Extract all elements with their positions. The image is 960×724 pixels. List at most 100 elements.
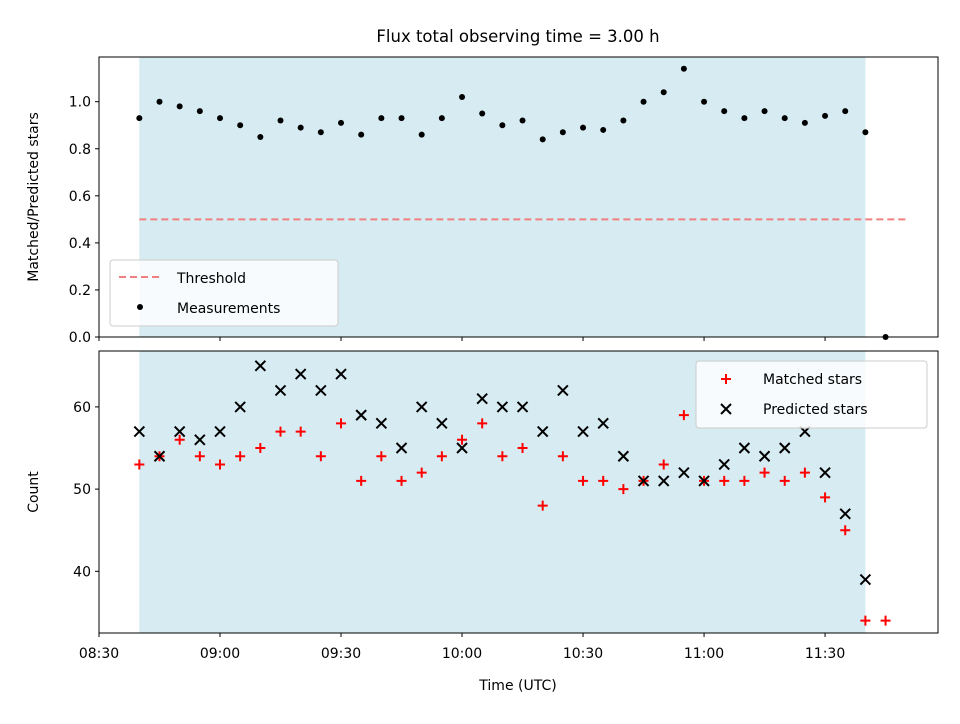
measurement-point — [842, 108, 849, 115]
matched-star-point — [759, 467, 770, 478]
predicted-star-point — [294, 368, 307, 380]
x-tick-label: 11:30 — [805, 646, 845, 662]
y-tick-label: 0.8 — [69, 142, 91, 158]
measurement-point — [701, 98, 708, 105]
predicted-star-point — [194, 434, 206, 446]
predicted-star-point — [274, 384, 287, 397]
matched-star-point — [799, 467, 810, 478]
panel-counts: 40 50 60 08:30 09:00 09:30 10:00 10:30 11:00 11:3… — [26, 350, 939, 662]
predicted-star-point — [395, 442, 408, 454]
legend-predicted-label: Predicted stars — [763, 402, 868, 418]
predicted-star-point — [456, 442, 468, 454]
measurement-point — [237, 122, 244, 129]
matched-star-point — [820, 492, 831, 503]
matched-star-point — [578, 475, 589, 486]
predicted-star-point — [173, 425, 186, 438]
measurement-point — [822, 112, 829, 119]
measurement-point — [277, 117, 284, 124]
x-axis-label: Time (UTC) — [478, 678, 556, 694]
predicted-star-point — [819, 466, 831, 479]
matched-star-point — [174, 434, 185, 445]
matched-star-point — [880, 615, 891, 626]
legend-threshold-label: Threshold — [176, 271, 246, 287]
measurement-point — [196, 108, 203, 115]
matched-star-point — [215, 459, 226, 470]
matched-star-point — [618, 484, 629, 495]
measurement-point — [317, 129, 324, 136]
predicted-star-point — [315, 384, 327, 397]
predicted-star-point — [415, 401, 428, 413]
matched-star-point — [457, 434, 468, 445]
measurement-point — [479, 110, 486, 117]
y-axis-label: Matched/Predicted stars — [26, 112, 42, 282]
legend-predicted-swatch — [720, 403, 732, 415]
matched-star-point — [739, 475, 750, 486]
measurement-point — [781, 115, 788, 122]
predicted-star-point — [577, 425, 589, 438]
measurement-point — [398, 115, 405, 122]
legend-matched-swatch — [721, 374, 731, 384]
matched-star-point — [336, 418, 347, 429]
matched-star-point — [658, 459, 669, 470]
predicted-star-point — [678, 466, 690, 479]
y-tick-label: 60 — [73, 400, 91, 416]
matched-star-point — [315, 451, 326, 462]
matched-star-point — [598, 475, 609, 486]
predicted-star-point — [698, 475, 710, 487]
measurement-point — [620, 117, 627, 124]
measurement-point — [680, 65, 687, 72]
measurement-point — [539, 136, 546, 143]
y-tick-label: 1.0 — [69, 95, 91, 111]
predicted-star-point — [859, 573, 872, 586]
measurement-point — [660, 89, 667, 96]
measurement-point — [761, 108, 768, 115]
measurement-point — [459, 94, 466, 100]
matched-star-point — [295, 426, 306, 437]
panel-ratio: 0.0 0.2 0.4 0.6 0.8 1.0 Matched/Predicted star… — [26, 56, 939, 346]
measurement-point — [559, 129, 566, 136]
x-tick-label: 11:00 — [684, 646, 724, 662]
y-tick-label: 0.2 — [69, 283, 91, 299]
measurement-point — [580, 124, 587, 131]
predicted-star-point — [597, 417, 609, 430]
y-axis-label: Count — [26, 471, 42, 513]
predicted-star-point — [476, 392, 488, 405]
predicted-star-point — [536, 425, 549, 438]
matched-star-point — [436, 451, 447, 462]
predicted-star-point — [617, 450, 630, 462]
matched-star-point — [860, 615, 871, 626]
measurement-point — [378, 115, 385, 122]
matched-star-point — [719, 475, 730, 486]
matched-star-point — [517, 443, 528, 454]
legend-box — [109, 259, 339, 327]
x-tick-label: 09:30 — [321, 646, 361, 662]
plot-frame — [98, 56, 939, 338]
measurement-point — [741, 115, 748, 122]
predicted-star-point — [738, 442, 751, 454]
matched-star-point — [497, 451, 508, 462]
predicted-star-point — [153, 450, 166, 462]
measurement-point — [257, 134, 264, 140]
predicted-star-point — [496, 401, 509, 413]
predicted-star-point — [839, 508, 851, 520]
figure-title: Flux total observing time = 3.00 h — [376, 27, 659, 46]
measurement-point — [358, 131, 365, 138]
predicted-star-point — [234, 401, 246, 413]
measurement-point — [721, 108, 728, 115]
matched-star-point — [194, 451, 205, 462]
measurement-point — [519, 117, 526, 124]
predicted-star-point — [758, 450, 771, 462]
measurement-point — [801, 119, 808, 126]
matched-star-point — [356, 475, 367, 486]
legend-matched-label: Matched stars — [763, 372, 862, 388]
predicted-star-point — [557, 384, 569, 397]
matched-star-point — [477, 418, 488, 429]
measurement-point — [136, 115, 143, 122]
measurement-point — [640, 98, 647, 105]
predicted-star-point — [254, 360, 267, 372]
x-tick-label: 10:00 — [442, 646, 482, 662]
measurement-point — [297, 124, 304, 131]
matched-star-point — [537, 500, 548, 511]
matched-star-point — [275, 426, 286, 437]
